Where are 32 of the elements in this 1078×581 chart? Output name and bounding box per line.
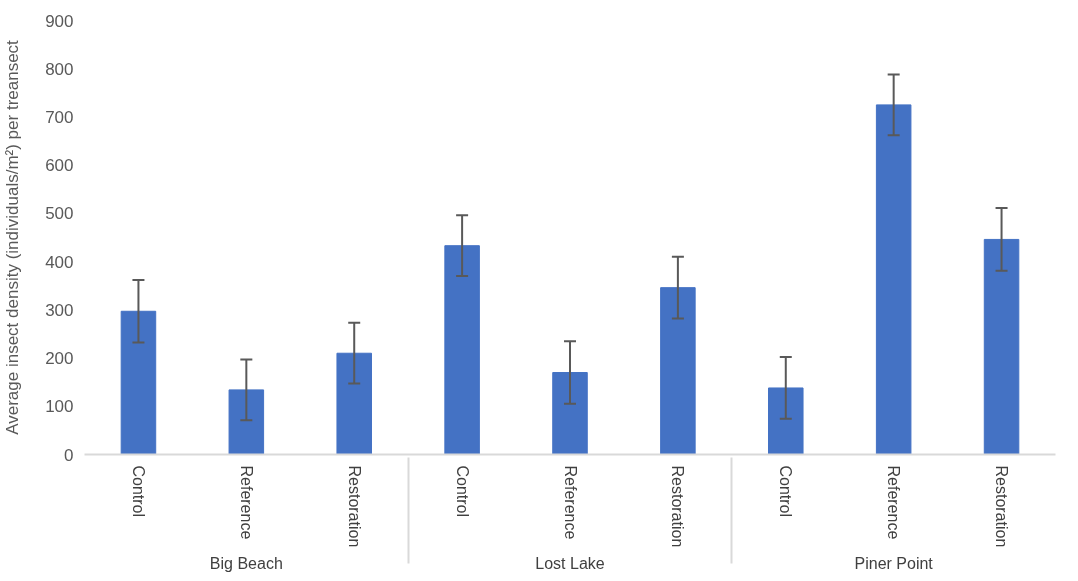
bar [552,372,588,455]
y-axis-title: Average insect density (individuals/m²) per treansect [3,39,23,435]
bar [336,352,372,455]
y-tick-label: 800 [45,59,74,79]
y-tick-label: 900 [45,11,74,31]
text: Reference [237,465,255,540]
x-tick-label: Lost Lake [535,555,605,573]
text: Control [453,465,471,518]
bar [875,104,912,455]
text: Restoration [993,465,1011,548]
y-tick-label: 0 [64,445,74,465]
y-tick-label: 500 [45,204,74,224]
text: Control [777,465,795,518]
text: Restoration [669,465,687,548]
y-tick-label: 600 [45,156,74,176]
text: Control [129,465,147,518]
x-tick-label: Piner Point [854,555,934,573]
y-tick-label: 700 [45,107,74,127]
bar [120,310,157,455]
text: Reference [561,465,579,540]
bar [444,245,480,455]
bar [768,387,804,455]
x-tick-label: Big Beach [209,555,283,573]
bar [983,238,1020,455]
bar [228,389,265,455]
y-tick-label: 400 [45,252,74,272]
text: Restoration [345,465,363,548]
y-tick-label: 200 [45,349,74,369]
bar [660,287,696,455]
y-tick-label: 100 [45,397,74,417]
y-tick-label: 300 [45,300,74,320]
text: Reference [885,465,903,540]
